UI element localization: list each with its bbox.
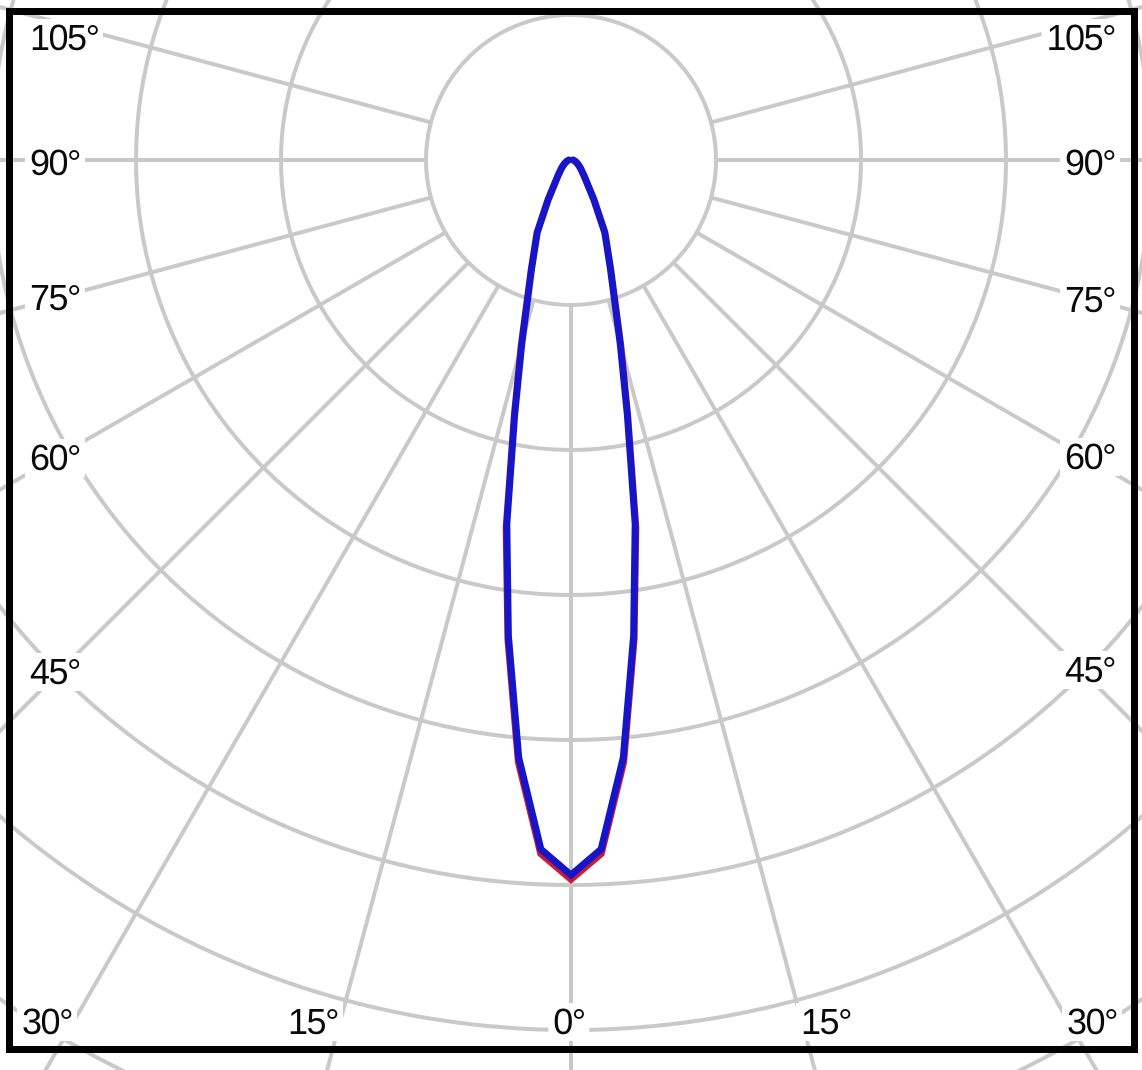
- angle-tick-label: 30°: [1062, 1003, 1122, 1041]
- angle-tick-label: 90°: [1060, 144, 1120, 182]
- angle-tick-label: 30°: [17, 1003, 77, 1041]
- polar-grid-spoke: [0, 261, 470, 734]
- polar-grid-spoke: [710, 195, 1142, 316]
- angle-tick-label: 75°: [1060, 281, 1120, 319]
- angle-tick-label: 15°: [796, 1003, 856, 1041]
- polar-grid-spoke: [0, 230, 447, 492]
- angle-tick-label: 90°: [25, 144, 85, 182]
- angle-tick-label: 60°: [25, 439, 85, 477]
- angle-tick-label: 15°: [283, 1003, 343, 1041]
- polar-grid-spoke: [325, 299, 536, 1070]
- angle-tick-label: 0°: [548, 1003, 590, 1041]
- angle-tick-label: 60°: [1060, 438, 1120, 476]
- angle-tick-label: 45°: [1060, 651, 1120, 689]
- angle-tick-label: 105°: [1041, 19, 1120, 57]
- angle-tick-label: 105°: [25, 19, 104, 57]
- blue-curve: [503, 156, 639, 880]
- polar-grid-spoke: [672, 261, 1142, 734]
- polar-grid-spoke: [43, 284, 501, 1070]
- polar-grid-spoke: [695, 230, 1142, 492]
- polar-grid-spoke: [0, 195, 432, 316]
- plot-frame: [6, 8, 1138, 1053]
- polar-grid-spoke: [710, 4, 1142, 125]
- polar-grid-spoke: [0, 4, 432, 125]
- angle-tick-label: 75°: [25, 279, 85, 317]
- angle-tick-label: 45°: [25, 653, 85, 691]
- polar-grid-spoke: [641, 284, 1099, 1070]
- polar-grid-spoke: [606, 299, 817, 1070]
